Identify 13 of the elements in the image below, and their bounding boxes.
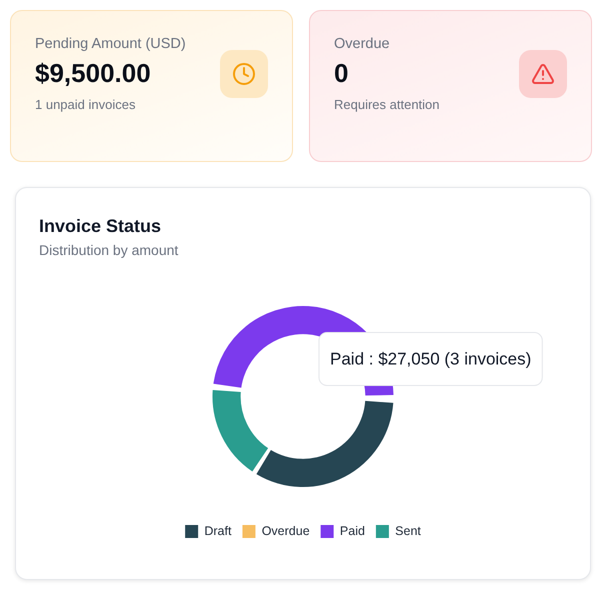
legend-label: Paid: [340, 524, 365, 538]
text: $9,500.00: [35, 58, 151, 88]
legend-label: Overdue: [262, 524, 310, 538]
text: Pending Amount (USD): [35, 35, 186, 53]
data-label: Paid : $27,050 (3 invoices): [330, 350, 532, 369]
text: Overdue: [334, 35, 390, 53]
text: Requires attention: [334, 97, 440, 113]
chart-title: Invoice Status: [39, 215, 162, 238]
text: 0: [334, 58, 348, 88]
legend-label: Draft: [204, 524, 232, 538]
legend-label: Sent: [395, 524, 422, 538]
text: 1 unpaid invoices: [35, 97, 136, 113]
chart-subtitle: Distribution by amount: [39, 241, 178, 259]
